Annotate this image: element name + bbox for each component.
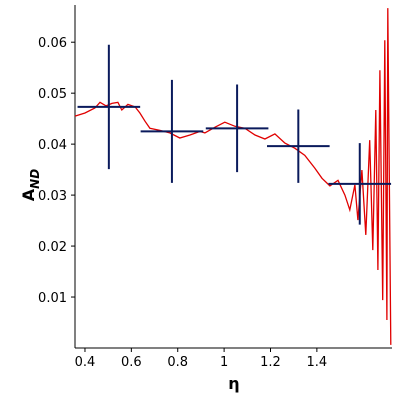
x-axis-label: η xyxy=(228,374,239,393)
y-tick-label: 0.01 xyxy=(38,291,67,306)
y-tick-label: 0.06 xyxy=(38,36,67,51)
y-tick-label: 0.04 xyxy=(38,138,67,153)
x-tick-label: 0.6 xyxy=(121,355,142,370)
y-tick-label: 0.05 xyxy=(38,87,67,102)
y-tick-label: 0.02 xyxy=(38,240,67,255)
x-tick-label: 1.2 xyxy=(260,355,281,370)
x-tick-label: 1 xyxy=(220,355,228,370)
data-line xyxy=(74,8,392,345)
y-label-main: A xyxy=(19,188,38,201)
x-tick-label: 1.4 xyxy=(307,355,328,370)
x-tick-label: 0.4 xyxy=(75,355,96,370)
y-label-sub: ND xyxy=(28,169,42,189)
y-axis-label: AND xyxy=(19,169,42,201)
y-tick-label: 0.03 xyxy=(38,189,67,204)
x-tick-label: 0.8 xyxy=(167,355,188,370)
